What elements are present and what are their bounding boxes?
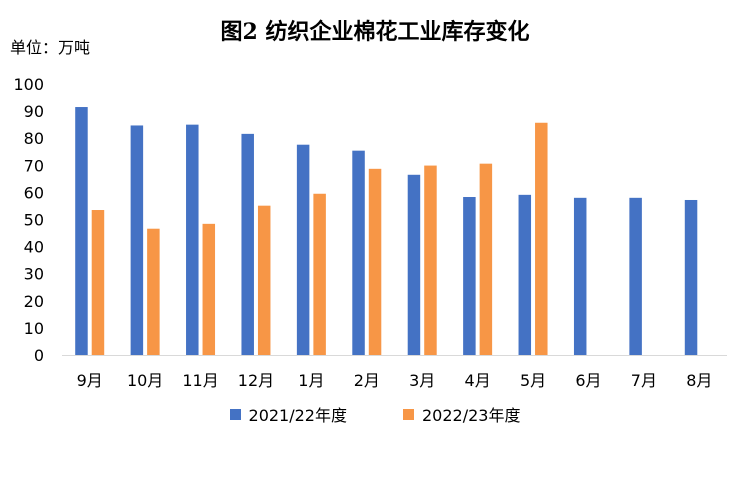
bar-2021-22 bbox=[130, 125, 144, 355]
x-tick-label: 1月 bbox=[298, 371, 324, 390]
bar-2021-22 bbox=[75, 107, 88, 355]
bar-2022-23 bbox=[202, 223, 216, 355]
x-tick-label: 8月 bbox=[686, 371, 712, 390]
bar-2021-22 bbox=[241, 133, 254, 355]
legend-label-2021-22: 2021/22年度 bbox=[248, 406, 347, 425]
y-tick-label: 20 bbox=[24, 292, 44, 311]
bar-2022-23 bbox=[147, 228, 160, 355]
chart-title: 图2 纺织企业棉花工业库存变化 bbox=[220, 19, 530, 45]
bar-2022-23 bbox=[424, 165, 437, 355]
y-tick-label: 100 bbox=[13, 75, 44, 94]
bar-2021-22 bbox=[518, 194, 532, 355]
y-tick-label: 10 bbox=[24, 319, 44, 338]
legend-swatch-2021-22 bbox=[229, 408, 241, 420]
legend-label-2022-23: 2022/23年度 bbox=[422, 406, 521, 425]
x-tick-label: 7月 bbox=[631, 371, 657, 390]
bar-2021-22 bbox=[629, 197, 642, 355]
y-tick-label: 80 bbox=[24, 129, 44, 148]
x-tick-label: 2月 bbox=[354, 371, 380, 390]
x-tick-label: 11月 bbox=[182, 371, 218, 390]
x-tick-label: 6月 bbox=[575, 371, 601, 390]
bar-2021-22 bbox=[684, 199, 698, 355]
bar-2021-22 bbox=[463, 197, 476, 355]
y-tick-label: 90 bbox=[24, 102, 44, 121]
y-tick-label: 70 bbox=[24, 156, 44, 175]
legend-swatch-2022-23 bbox=[403, 408, 414, 420]
legend: 2021/22年度 2022/23年度 bbox=[0, 402, 750, 426]
bar-2021-22 bbox=[186, 124, 199, 356]
x-tick-label: 4月 bbox=[465, 371, 491, 390]
x-tick-label: 10月 bbox=[127, 371, 163, 390]
bar-2021-22 bbox=[573, 197, 587, 355]
bar-2022-23 bbox=[257, 205, 271, 355]
bar-2022-23 bbox=[535, 122, 548, 356]
bar-2021-22 bbox=[296, 144, 310, 355]
x-tick-label: 12月 bbox=[238, 371, 274, 390]
legend-item-2021-22: 2021/22年度 bbox=[229, 402, 347, 426]
bar-2021-22 bbox=[407, 174, 421, 355]
x-tick-label: 3月 bbox=[409, 371, 435, 390]
bar-2022-23 bbox=[368, 168, 382, 355]
bar-2022-23 bbox=[479, 163, 493, 355]
y-tick-label: 0 bbox=[34, 346, 44, 365]
unit-label: 单位：万吨 bbox=[10, 38, 91, 57]
legend-item-2022-23: 2022/23年度 bbox=[403, 402, 520, 426]
y-tick-label: 60 bbox=[24, 183, 44, 202]
x-tick-label: 5月 bbox=[520, 371, 546, 390]
y-tick-label: 30 bbox=[24, 265, 44, 284]
y-tick-label: 50 bbox=[24, 211, 44, 230]
bar-2022-23 bbox=[313, 193, 326, 355]
x-tick-label: 9月 bbox=[77, 371, 103, 390]
bar-2022-23 bbox=[91, 210, 105, 355]
bar-2021-22 bbox=[352, 150, 365, 355]
y-tick-label: 40 bbox=[24, 238, 44, 257]
